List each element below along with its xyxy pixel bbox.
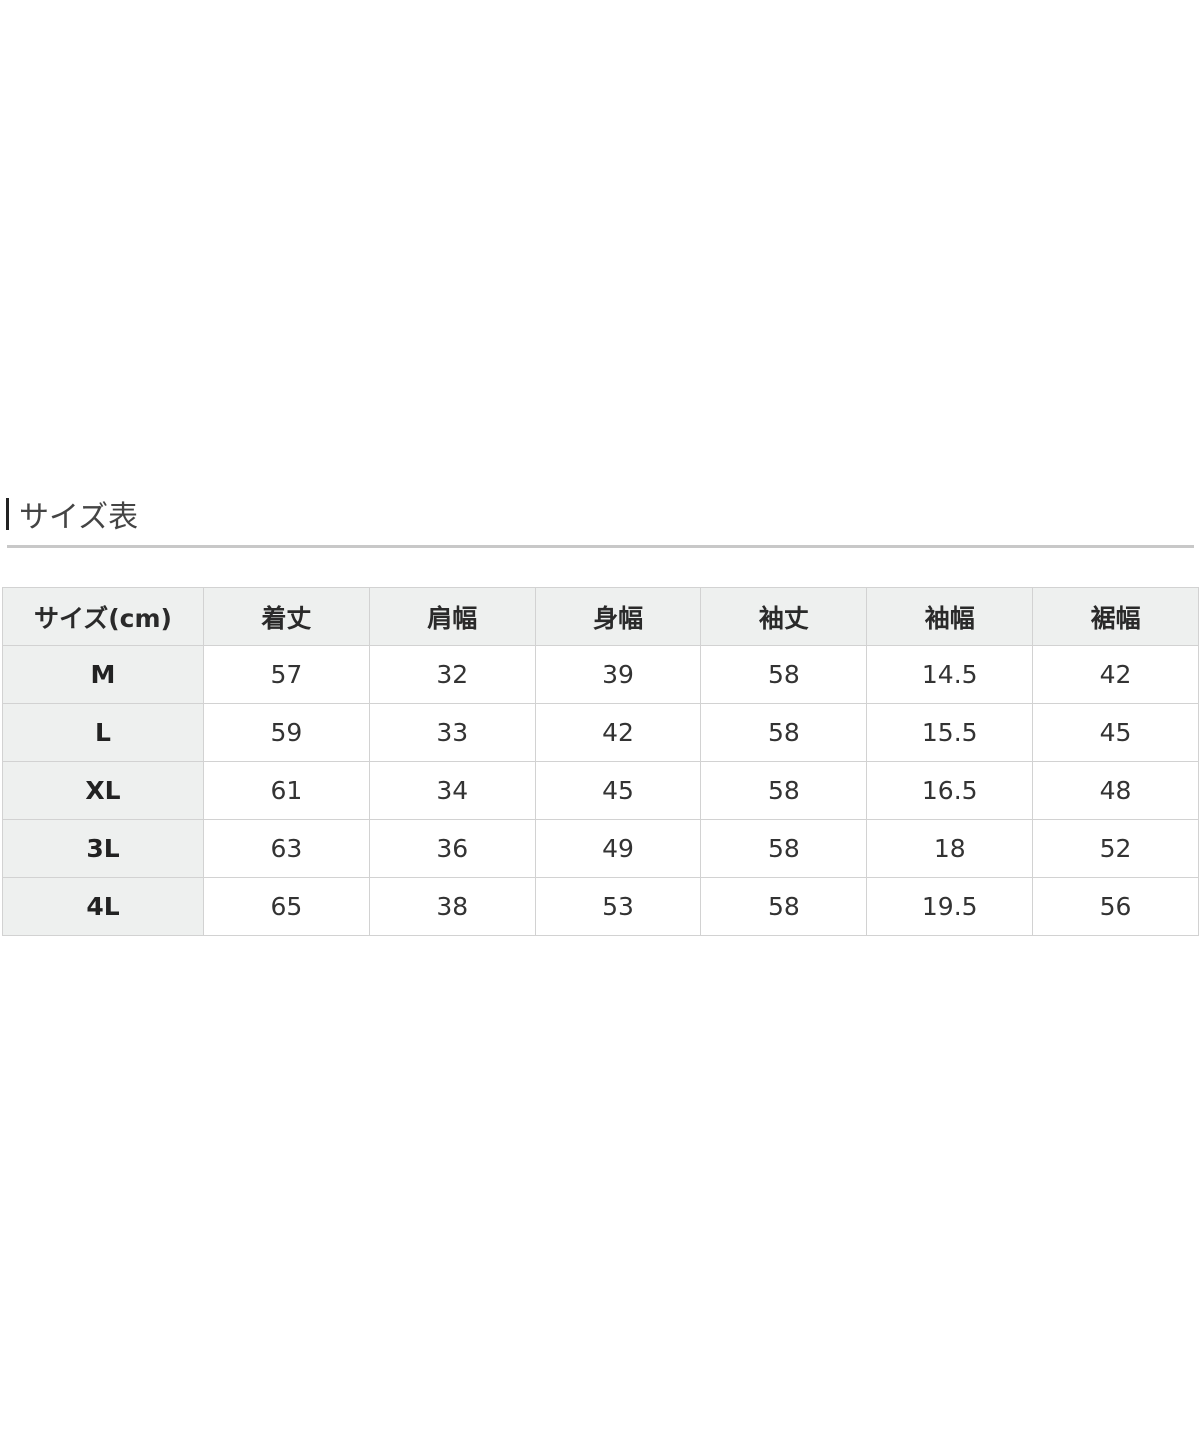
table-cell: 58 [700, 819, 868, 878]
column-header: サイズ(cm) [2, 587, 204, 646]
table-cell: 36 [368, 819, 536, 878]
table-cell: 52 [1032, 819, 1199, 878]
table-cell: 53 [534, 877, 702, 936]
table-cell: 61 [203, 761, 370, 820]
column-header: 袖幅 [866, 587, 1034, 646]
table-cell: 15.5 [866, 703, 1034, 762]
table-cell: 14.5 [866, 645, 1034, 704]
table-cell: 32 [368, 645, 536, 704]
size-label: M [2, 645, 204, 704]
table-row: L 59 33 42 58 15.5 45 [2, 703, 1199, 762]
table-cell: 57 [203, 645, 370, 704]
table-cell: 45 [1032, 703, 1199, 762]
table-cell: 38 [368, 877, 536, 936]
table-cell: 56 [1032, 877, 1199, 936]
table-cell: 58 [700, 645, 868, 704]
table-row: XL 61 34 45 58 16.5 48 [2, 761, 1199, 820]
size-label: 4L [2, 877, 204, 936]
table-cell: 58 [700, 761, 868, 820]
table-row: M 57 32 39 58 14.5 42 [2, 645, 1199, 704]
table-cell: 42 [1032, 645, 1199, 704]
column-header: 身幅 [534, 587, 702, 646]
size-table: サイズ(cm) 着丈 肩幅 身幅 袖丈 袖幅 裾幅 M 57 32 39 58 14.5 42 L 59 33… [2, 587, 1199, 936]
table-cell: 58 [700, 877, 868, 936]
table-cell: 63 [203, 819, 370, 878]
section-title-text: サイズ表 [19, 500, 139, 535]
table-cell: 58 [700, 703, 868, 762]
table-row: 4L 65 38 53 58 19.5 56 [2, 877, 1199, 936]
table-cell: 33 [368, 703, 536, 762]
column-header: 肩幅 [368, 587, 536, 646]
size-label: 3L [2, 819, 204, 878]
table-cell: 34 [368, 761, 536, 820]
table-cell: 65 [203, 877, 370, 936]
title-accent-bar [6, 498, 9, 530]
table-cell: 39 [534, 645, 702, 704]
table-cell: 48 [1032, 761, 1199, 820]
column-header: 袖丈 [700, 587, 868, 646]
table-row: 3L 63 36 49 58 18 52 [2, 819, 1199, 878]
table-cell: 42 [534, 703, 702, 762]
table-cell: 45 [534, 761, 702, 820]
column-header: 着丈 [203, 587, 370, 646]
size-label: L [2, 703, 204, 762]
table-cell: 59 [203, 703, 370, 762]
title-divider [7, 545, 1194, 548]
table-cell: 18 [866, 819, 1034, 878]
table-cell: 49 [534, 819, 702, 878]
table-cell: 19.5 [866, 877, 1034, 936]
table-cell: 16.5 [866, 761, 1034, 820]
section-title: サイズ表 [6, 494, 139, 535]
column-header: 裾幅 [1032, 587, 1199, 646]
size-label: XL [2, 761, 204, 820]
table-header-row: サイズ(cm) 着丈 肩幅 身幅 袖丈 袖幅 裾幅 [2, 587, 1199, 646]
